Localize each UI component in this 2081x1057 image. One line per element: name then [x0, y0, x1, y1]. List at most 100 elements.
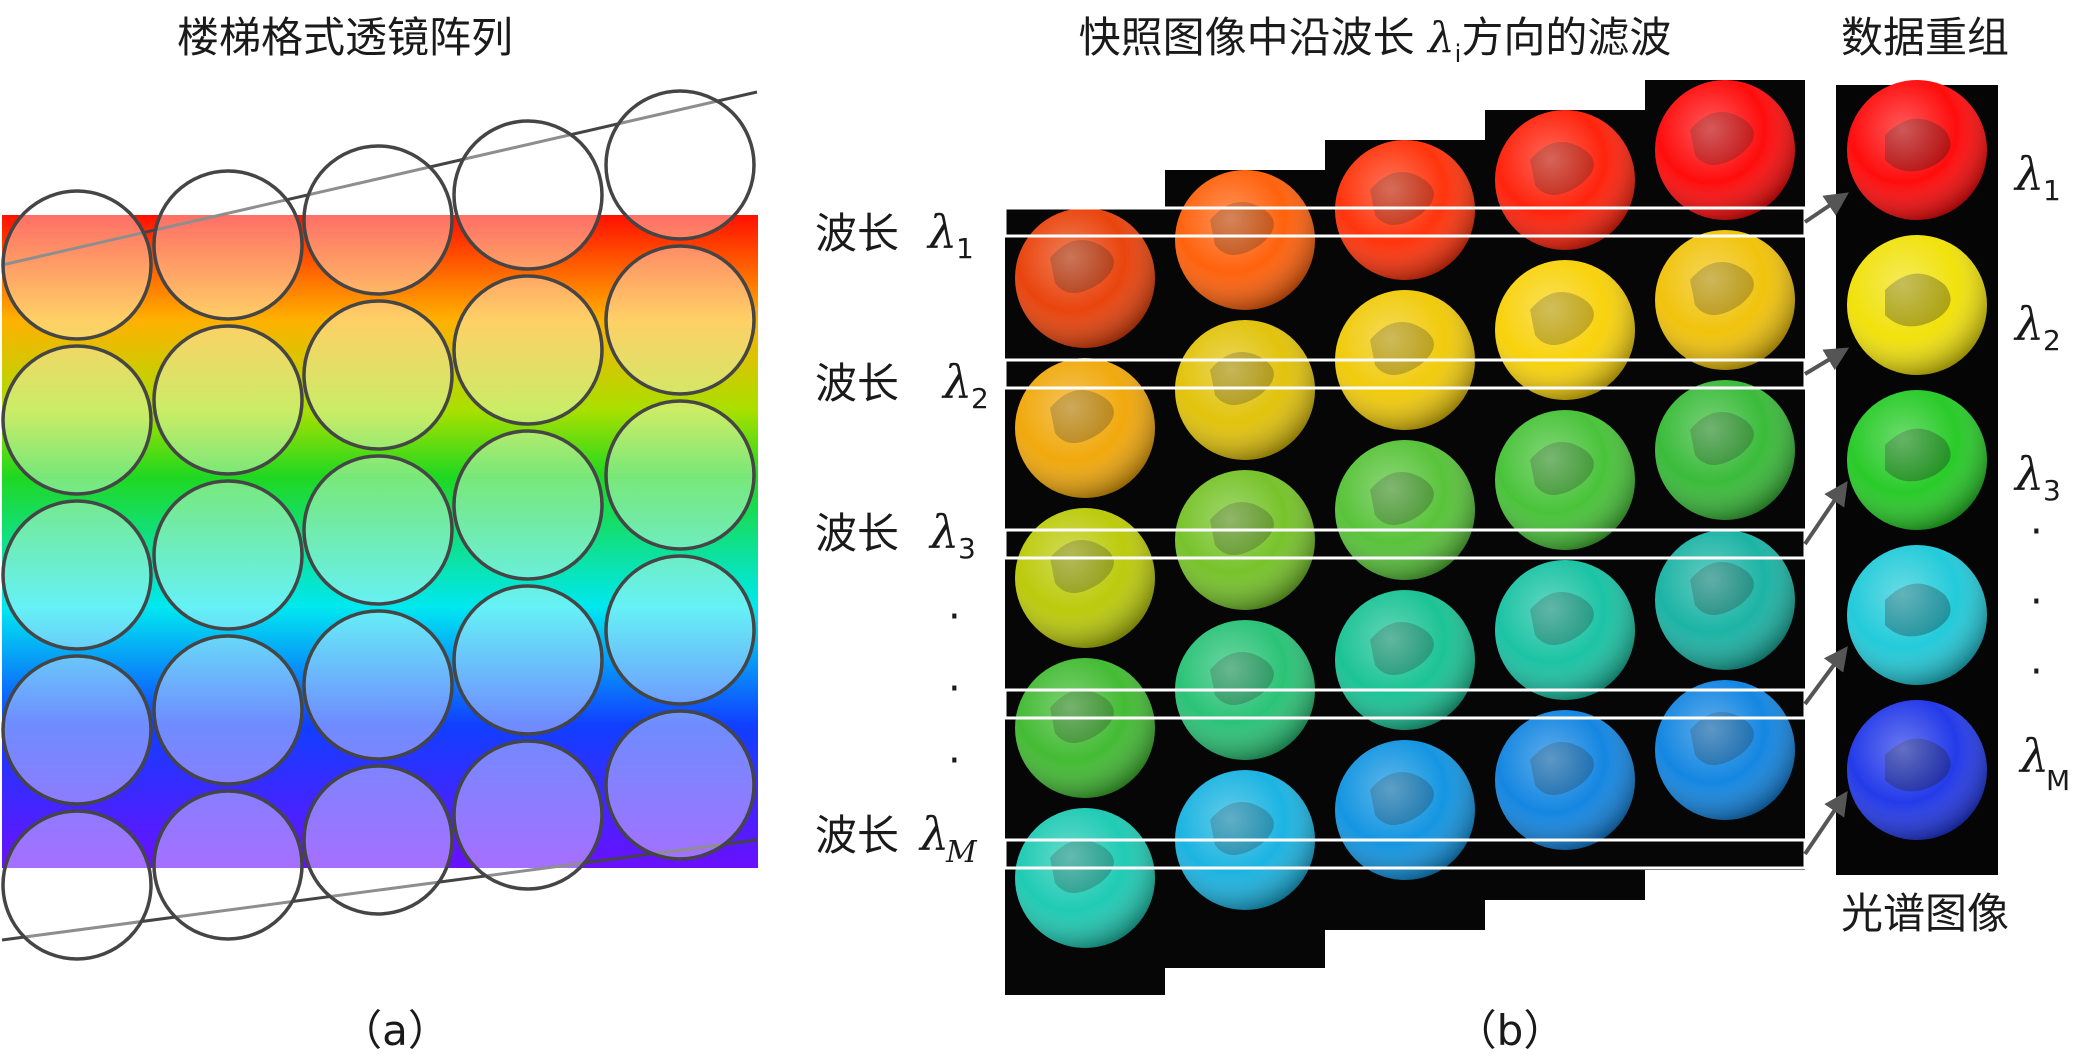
lens-c1-r2 — [1, 344, 153, 496]
lens-c5-r5 — [604, 709, 756, 861]
svg-text:3: 3 — [2043, 474, 2061, 507]
lens-c4-r4 — [452, 584, 604, 736]
earth-snapshot-c2-r2 — [1175, 320, 1315, 460]
lens-c5-r4 — [604, 554, 756, 706]
earth-snapshot-c3-r5 — [1335, 740, 1475, 880]
band-ellipsis-1: · — [2030, 509, 2043, 555]
earth-snapshot-c4-r4 — [1495, 560, 1635, 700]
lens-c1-r4 — [1, 654, 153, 806]
lens-c4-r1 — [452, 119, 604, 271]
frustum-bottom-edge — [1, 838, 758, 942]
lens-c1-r3 — [1, 499, 153, 651]
earth-snapshot-c5-r4 — [1655, 530, 1795, 670]
svg-text:波长: 波长 — [815, 811, 899, 860]
svg-text:λ: λ — [2018, 729, 2049, 783]
earth-snapshot-c4-r1 — [1495, 110, 1635, 250]
lens-c3-r4 — [302, 609, 454, 761]
svg-text:λ: λ — [2013, 447, 2044, 501]
band-label-m: λ M — [2018, 729, 2070, 797]
svg-text:M: M — [2046, 764, 2070, 797]
earth-snapshot-c1-r4 — [1015, 658, 1155, 798]
svg-text:λ: λ — [2013, 147, 2044, 201]
row-label-2: 波长 λ 2 — [815, 355, 989, 415]
svg-text:2: 2 — [2043, 324, 2061, 357]
panel-c-title: 数据重组 — [1841, 13, 2009, 62]
frustum-top-edge — [1, 90, 758, 267]
lens-c1-r1 — [1, 189, 153, 341]
earth-snapshot-c3-r1 — [1335, 140, 1475, 280]
earth-snapshot-c3-r3 — [1335, 440, 1475, 580]
svg-text:波长: 波长 — [815, 209, 899, 258]
band-label-1: λ 1 — [2013, 147, 2061, 207]
earth-snapshot-c5-r5 — [1655, 680, 1795, 820]
row-label-m: 波长 λ M — [815, 807, 978, 870]
svg-text:λ: λ — [941, 355, 972, 409]
svg-text:2: 2 — [971, 382, 989, 415]
svg-text:λ: λ — [926, 205, 957, 259]
lens-c1-r5 — [1, 809, 153, 961]
lens-c2-r4 — [152, 634, 304, 786]
lens-c4-r3 — [452, 429, 604, 581]
reorg-arrow-2 — [1803, 347, 1850, 376]
snapshot-stack — [1005, 80, 1805, 995]
lens-c5-r2 — [604, 244, 756, 396]
svg-text:1: 1 — [956, 232, 974, 265]
band-label-2: λ 2 — [2013, 297, 2061, 357]
lens-c5-r3 — [604, 399, 756, 551]
panel-a-caption: （a） — [340, 1006, 450, 1055]
lens-c3-r1 — [302, 144, 454, 296]
svg-text:M: M — [945, 835, 978, 870]
earth-snapshot-c2-r3 — [1175, 470, 1315, 610]
lens-c2-r1 — [152, 169, 304, 321]
reorg-arrow-5 — [1803, 791, 1848, 856]
earth-snapshot-c4-r2 — [1495, 260, 1635, 400]
earth-snapshot-c5-r2 — [1655, 230, 1795, 370]
row-label-3: 波长 λ 3 — [815, 505, 976, 565]
row-label-1: 波长 λ 1 — [815, 205, 974, 265]
reorg-arrows — [1803, 192, 1850, 856]
row-ellipsis-1: · — [948, 594, 961, 640]
panel-b-title: 快照图像中沿波长 λi方向的滤波 — [1079, 13, 1672, 68]
spectral-image-3 — [1847, 390, 1987, 530]
panel-b-caption: （b） — [1455, 1006, 1566, 1055]
svg-text:波长: 波长 — [815, 359, 899, 408]
band-ellipsis-3: · — [2030, 649, 2043, 695]
row-ellipsis-3: · — [948, 738, 961, 784]
reorg-arrow-3 — [1803, 481, 1848, 546]
svg-text:λ: λ — [2013, 297, 2044, 351]
panel-b: 快照图像中沿波长 λi方向的滤波 波长 λ 1 波长 λ 2 波长 λ 3 · … — [815, 13, 1807, 1055]
svg-text:λ: λ — [928, 505, 959, 559]
spectral-image-2 — [1847, 235, 1987, 375]
lens-c3-r5 — [302, 764, 454, 916]
lens-c5-r1 — [604, 89, 756, 241]
row-ellipsis-2: · — [948, 666, 961, 712]
panel-a: 楼梯格式透镜阵列 （a） — [1, 13, 758, 1055]
panel-c: 数据重组 λ 1 λ 2 λ 3 · · · λ M 光谱图像 — [1803, 13, 2070, 938]
earth-snapshot-c1-r5 — [1015, 808, 1155, 948]
lens-array — [1, 89, 756, 961]
spectral-images — [1847, 80, 1987, 840]
svg-text:1: 1 — [2043, 174, 2061, 207]
earth-snapshot-c2-r1 — [1175, 170, 1315, 310]
earth-snapshot-c5-r3 — [1655, 380, 1795, 520]
lens-c4-r2 — [452, 274, 604, 426]
spectral-image-4 — [1847, 545, 1987, 685]
earth-snapshot-c1-r1 — [1015, 208, 1155, 348]
band-ellipsis-2: · — [2030, 579, 2043, 625]
reorg-arrow-4 — [1803, 646, 1848, 706]
lens-c4-r5 — [452, 739, 604, 891]
svg-text:λ: λ — [918, 807, 949, 861]
earth-snapshot-c1-r2 — [1015, 358, 1155, 498]
earth-snapshot-c3-r4 — [1335, 590, 1475, 730]
lens-c2-r2 — [152, 324, 304, 476]
spectral-image-1 — [1847, 80, 1987, 220]
band-label-3: λ 3 — [2013, 447, 2061, 507]
svg-text:波长: 波长 — [815, 509, 899, 558]
earth-snapshot-c1-r3 — [1015, 508, 1155, 648]
lens-c2-r3 — [152, 479, 304, 631]
earth-snapshot-c4-r5 — [1495, 710, 1635, 850]
earth-snapshot-c4-r3 — [1495, 410, 1635, 550]
lens-c3-r3 — [302, 454, 454, 606]
earth-snapshot-c5-r1 — [1655, 80, 1795, 220]
